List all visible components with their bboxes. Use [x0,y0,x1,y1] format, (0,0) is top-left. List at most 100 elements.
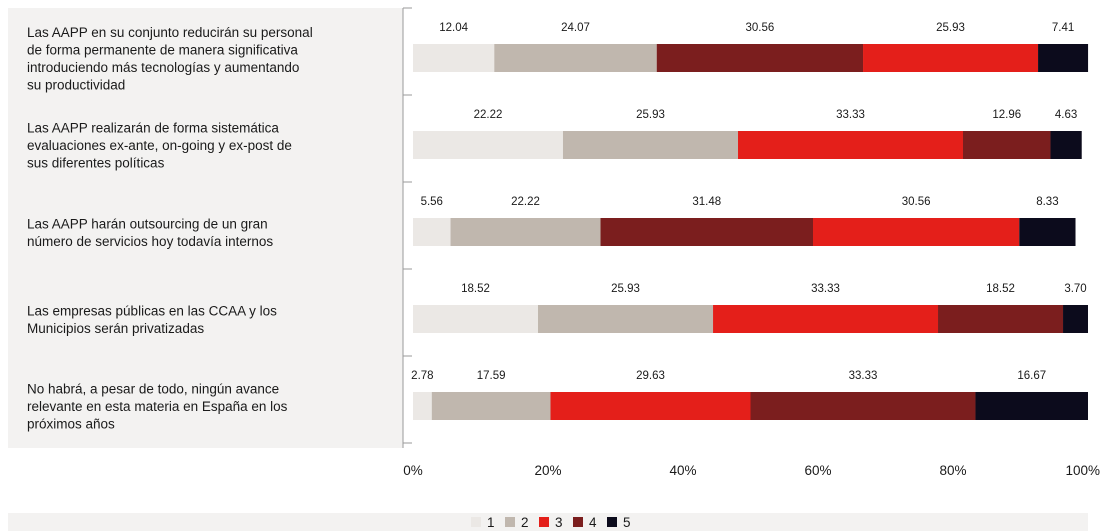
category-label: Las AAPP harán outsourcing de un gran núm… [27,216,273,249]
legend-item: 1 [471,515,495,530]
legend-label: 3 [555,515,563,530]
legend-item: 2 [505,515,529,530]
data-label: 22.22 [474,109,503,121]
data-label: 33.33 [849,370,878,382]
bar-segment-4 [962,131,1051,159]
data-label: 29.63 [636,370,665,382]
chart-row: Las AAPP en su conjunto reducirán su per… [27,7,1089,93]
legend-label: 1 [487,515,495,530]
chart-row: Las empresas públicas en las CCAA y los M… [27,268,1088,336]
category-label-line: su productividad [27,77,125,92]
bar-segment-3 [713,305,939,333]
data-label: 22.22 [511,196,540,208]
data-label: 31.48 [692,196,721,208]
data-label: 18.52 [986,283,1015,295]
data-label: 18.52 [461,283,490,295]
data-label: 2.78 [411,370,433,382]
bar-segment-5 [1050,131,1082,159]
chart-row: Las AAPP realizarán de forma sistemática… [27,94,1082,171]
bar-segment-5 [1019,218,1076,246]
bar-segment-1 [413,218,451,246]
category-label: Las AAPP realizarán de forma sistemática… [27,121,292,171]
category-label: No habrá, a pesar de todo, ningún avance… [27,382,288,432]
chart-rows: Las AAPP en su conjunto reducirán su per… [27,7,1089,444]
data-label: 8.33 [1036,196,1058,208]
legend-swatch [573,517,583,527]
data-label: 17.59 [477,370,506,382]
bar-segment-1 [413,392,432,420]
category-label-line: Las AAPP realizarán de forma sistemática [27,121,279,136]
data-label: 12.04 [439,22,468,34]
bar-segment-2 [562,131,739,159]
legend-label: 2 [521,515,529,530]
category-label-line: Las empresas públicas en las CCAA y los [27,303,277,318]
bar-segment-4 [750,392,976,420]
legend-swatch [505,517,515,527]
data-label: 30.56 [745,22,774,34]
category-label-line: Municipios serán privatizadas [27,321,204,336]
data-label: 30.56 [902,196,931,208]
legend-swatch [539,517,549,527]
category-label-line: número de servicios hoy todavía internos [27,234,273,249]
x-tick-label: 0% [403,463,423,478]
category-label: Las empresas públicas en las CCAA y los M… [27,303,277,336]
data-label: 25.93 [636,109,665,121]
legend-label: 5 [623,515,631,530]
bar-segment-5 [1063,305,1088,333]
bar-segment-4 [656,44,864,72]
x-tick-label: 20% [534,463,561,478]
x-tick-label: 40% [669,463,696,478]
data-label: 3.70 [1064,283,1086,295]
bar-segment-2 [538,305,714,333]
category-label-panel [8,8,403,448]
data-label: 33.33 [836,109,865,121]
category-label-line: próximos años [27,417,115,432]
data-label: 7.41 [1052,22,1074,34]
bar-segment-3 [738,131,963,159]
category-label-line: No habrá, a pesar de todo, ningún avance [27,382,279,397]
category-label-line: Las AAPP en su conjunto reducirán su per… [27,25,313,40]
bar-segment-4 [938,305,1064,333]
legend-item: 3 [539,515,563,530]
chart-row: No habrá, a pesar de todo, ningún avance… [27,355,1088,432]
data-label: 12.96 [992,109,1021,121]
data-label: 25.93 [936,22,965,34]
bar-segment-1 [413,305,539,333]
legend-swatch [607,517,617,527]
data-label: 4.63 [1055,109,1077,121]
x-tick-label: 100% [1065,463,1100,478]
bar-segment-1 [413,44,495,72]
bar-segment-2 [450,218,601,246]
legend-swatch [471,517,481,527]
bar-segment-4 [600,218,814,246]
category-label-line: de forma permanente de manera significat… [27,42,298,57]
data-label: 33.33 [811,283,840,295]
bar-segment-5 [1038,44,1089,72]
data-label: 24.07 [561,22,590,34]
bar-segment-3 [863,44,1039,72]
bar-segment-3 [550,392,751,420]
category-label-line: Las AAPP harán outsourcing de un gran [27,216,268,231]
chart-row: Las AAPP harán outsourcing de un gran núm… [27,181,1076,249]
data-label: 25.93 [611,283,640,295]
data-label: 5.56 [421,196,443,208]
x-tick-label: 60% [804,463,831,478]
bar-segment-5 [975,392,1088,420]
bar-segment-3 [813,218,1020,246]
category-label-line: relevante en esta materia en España en l… [27,399,288,414]
bar-segment-2 [494,44,657,72]
x-tick-label: 80% [939,463,966,478]
category-label: Las AAPP en su conjunto reducirán su per… [27,25,313,93]
x-axis-ticks: 0% 20% 40% 60% 80% 100% [403,463,1100,478]
legend-item: 4 [573,515,597,530]
legend-label: 4 [589,515,597,530]
legend: 1 2 3 4 5 [471,515,631,530]
category-label-line: sus diferentes políticas [27,156,165,171]
data-label: 16.67 [1017,370,1046,382]
legend-item: 5 [607,515,631,530]
bar-segment-2 [431,392,551,420]
category-label-line: evaluaciones ex-ante, on-going y ex-post… [27,138,292,153]
category-label-line: introduciendo más tecnologías y aumentan… [27,60,299,75]
bar-segment-1 [413,131,563,159]
